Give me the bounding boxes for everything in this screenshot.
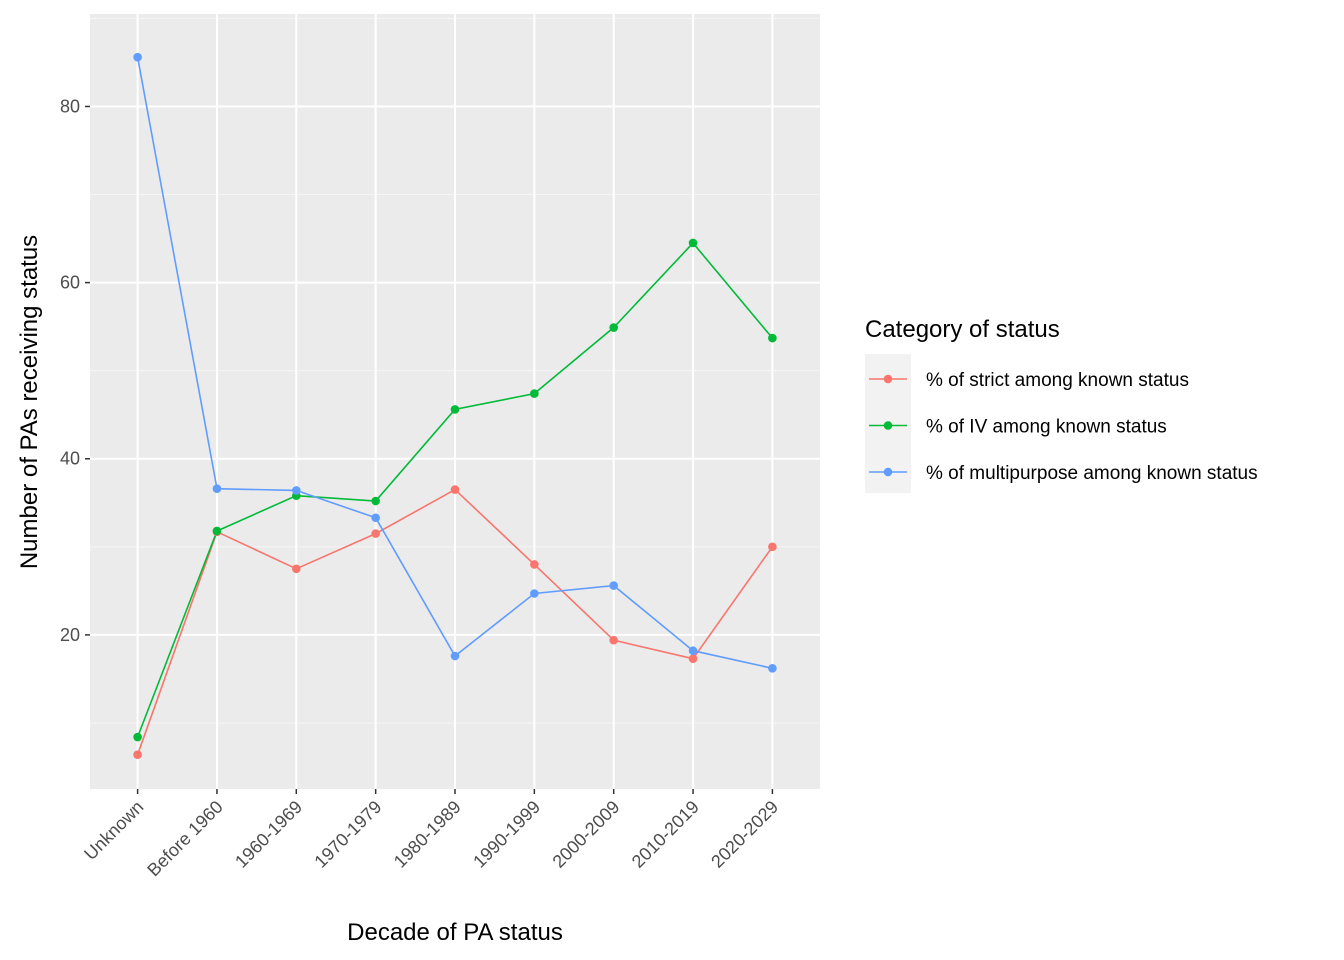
legend-key-point: [883, 467, 893, 477]
data-point-series-1: [609, 635, 618, 645]
data-point-series-3: [450, 651, 460, 661]
x-tick-label: 2000-2009: [549, 797, 624, 872]
data-point-series-2: [450, 405, 460, 414]
data-point-series-2: [133, 732, 142, 742]
y-axis: 20 40 60 80: [60, 96, 90, 645]
x-axis-title: Decade of PA status: [347, 919, 563, 946]
data-point-series-3: [212, 484, 222, 493]
x-tick-label: 2020-2029: [707, 797, 782, 872]
x-tick-label: 2010-2019: [628, 797, 703, 872]
data-point-series-3: [371, 513, 380, 523]
legend-key-point: [883, 421, 893, 430]
data-point-series-2: [530, 389, 539, 398]
data-point-series-3: [768, 664, 777, 673]
data-point-series-2: [768, 333, 777, 343]
data-point-series-1: [133, 750, 142, 759]
data-point-series-1: [371, 529, 380, 538]
data-point-series-3: [530, 589, 539, 598]
legend-entry-label: % of strict among known status: [926, 370, 1189, 391]
data-point-series-1: [530, 560, 539, 569]
legend: Category of status % of strict among kno…: [865, 316, 1258, 493]
data-point-series-3: [609, 581, 618, 590]
data-point-series-2: [609, 323, 618, 332]
y-tick-label: 20: [60, 625, 80, 645]
y-tick-label: 60: [60, 273, 80, 293]
y-tick-label: 80: [60, 96, 80, 116]
data-point-series-1: [768, 542, 777, 552]
legend-entry-label: % of IV among known status: [926, 417, 1167, 438]
legend-key-point: [883, 374, 893, 384]
y-tick-label: 40: [60, 449, 80, 469]
x-tick-label: 1990-1999: [469, 797, 544, 872]
x-tick-label: Unknown: [80, 797, 147, 864]
legend-entry-label: % of multipurpose among known status: [926, 463, 1258, 484]
x-tick-label: Before 1960: [143, 797, 226, 880]
data-point-series-3: [133, 52, 142, 62]
data-point-series-1: [450, 485, 460, 494]
data-point-series-2: [688, 238, 698, 248]
data-point-series-1: [292, 564, 301, 574]
x-tick-label: 1960-1969: [231, 797, 306, 872]
x-tick-label: 1970-1979: [310, 797, 385, 872]
data-point-series-3: [688, 646, 698, 656]
y-axis-title: Number of PAs receiving status: [16, 235, 43, 569]
x-tick-label: 1980-1989: [390, 797, 465, 872]
data-point-series-2: [212, 526, 222, 536]
legend-title: Category of status: [865, 316, 1060, 343]
major-gridlines: [90, 14, 820, 789]
data-point-series-2: [371, 496, 380, 506]
data-point-series-1: [688, 654, 698, 663]
series-points: [133, 52, 777, 759]
data-point-series-3: [292, 486, 301, 495]
